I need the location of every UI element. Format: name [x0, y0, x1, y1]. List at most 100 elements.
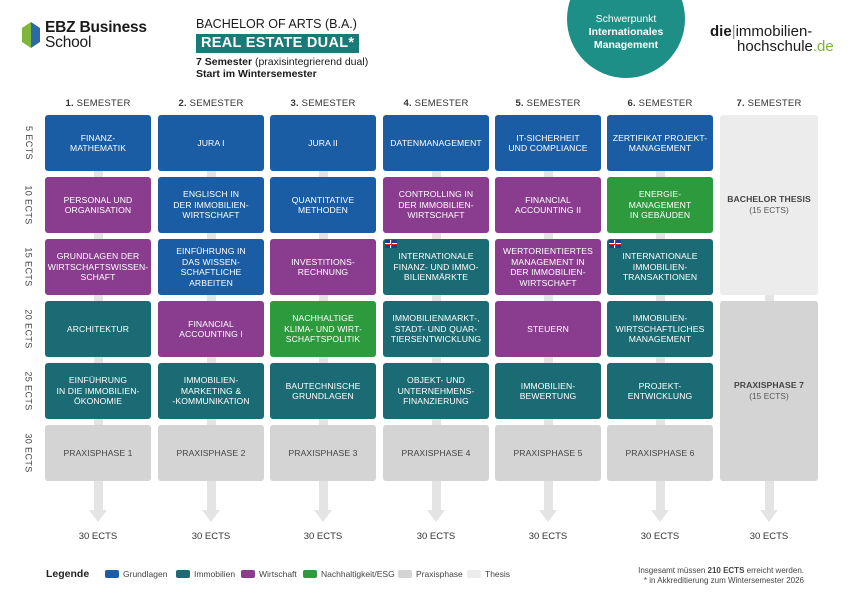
footnote: Insgesamt müssen 210 ECTS erreicht werde… — [638, 566, 804, 586]
legend-label: Wirtschaft — [259, 569, 297, 579]
module-ects: (15 ECTS) — [749, 206, 789, 215]
ects-row-label: 15 ECTS — [22, 235, 36, 299]
practice-phase-card[interactable]: PRAXISPHASE 4 — [383, 425, 489, 481]
module-card[interactable]: INTERNATIONALE FINANZ- UND IMMO- BILIENM… — [383, 239, 489, 295]
module-card[interactable]: DATENMANAGEMENT — [383, 115, 489, 171]
legend-item: Wirtschaft — [241, 569, 297, 579]
module-title: EINFÜHRUNG IN DAS WISSEN- SCHAFTLICHE AR… — [176, 246, 246, 288]
footnote-pre: Insgesamt müssen — [638, 566, 706, 575]
module-card[interactable]: OBJEKT- UND UNTERNEHMENS- FINANZIERUNG — [383, 363, 489, 419]
program-title-block: BACHELOR OF ARTS (B.A.) REAL ESTATE DUAL… — [196, 17, 396, 80]
legend-title: Legende — [46, 568, 90, 580]
module-title: PRAXISPHASE 4 — [401, 447, 471, 458]
semester-count: 7 Semester — [196, 56, 253, 68]
module-card[interactable]: IT-SICHERHEIT UND COMPLIANCE — [495, 115, 601, 171]
down-arrow-icon — [760, 510, 778, 522]
school-name-line1: EBZ Business — [45, 19, 147, 36]
module-card[interactable]: GRUNDLAGEN DER WIRTSCHAFTSWISSEN- SCHAFT — [45, 239, 151, 295]
module-title: PERSONAL UND ORGANISATION — [63, 194, 133, 216]
module-title: ENGLISCH IN DER IMMOBILIEN- WIRTSCHAFT — [173, 189, 249, 221]
practice-phase-card[interactable]: PRAXISPHASE 5 — [495, 425, 601, 481]
module-title: PRAXISPHASE 6 — [625, 447, 695, 458]
module-card[interactable]: BAUTECHNISCHE GRUNDLAGEN — [270, 363, 376, 419]
module-card[interactable]: STEUERN — [495, 301, 601, 357]
semester-total-ects: 30 ECTS — [640, 531, 680, 542]
module-card[interactable]: ZERTIFIKAT PROJEKT- MANAGEMENT — [607, 115, 713, 171]
module-card[interactable]: CONTROLLING IN DER IMMOBILIEN- WIRTSCHAF… — [383, 177, 489, 233]
legend-swatch — [398, 570, 412, 578]
module-card[interactable]: ENERGIE- MANAGEMENT IN GEBÄUDEN — [607, 177, 713, 233]
module-card[interactable]: ENGLISCH IN DER IMMOBILIEN- WIRTSCHAFT — [158, 177, 264, 233]
ects-row-label: 20 ECTS — [22, 297, 36, 361]
module-card[interactable]: QUANTITATIVE METHODEN — [270, 177, 376, 233]
module-title: FINANCIAL ACCOUNTING I — [179, 318, 243, 340]
module-card[interactable]: INVESTITIONS- RECHNUNG — [270, 239, 376, 295]
module-title: IMMOBILIEN- WIRTSCHAFTLICHES MANAGEMENT — [615, 313, 705, 345]
semester-number: 1. — [65, 98, 74, 109]
semester-info: 7 Semester (praxisintegrierend dual) Sta… — [196, 56, 396, 80]
module-card[interactable]: PERSONAL UND ORGANISATION — [45, 177, 151, 233]
practice-phase-card[interactable]: PRAXISPHASE 3 — [270, 425, 376, 481]
ects-row-label: 5 ECTS — [22, 111, 36, 175]
practice-phase-card[interactable]: PRAXISPHASE 2 — [158, 425, 264, 481]
thesis-card[interactable]: BACHELOR THESIS (15 ECTS) — [720, 115, 818, 295]
module-title: IMMOBILIEN- MARKETING & -KOMMUNIKATION — [172, 375, 250, 407]
partner-logo-separator: | — [731, 23, 736, 40]
semester-total-ects: 30 ECTS — [191, 531, 231, 542]
legend-item: Grundlagen — [105, 569, 167, 579]
module-title: FINANZ- MATHEMATIK — [69, 132, 127, 154]
module-card[interactable]: JURA II — [270, 115, 376, 171]
legend-swatch — [105, 570, 119, 578]
semester-number: 6. — [627, 98, 636, 109]
module-card[interactable]: EINFÜHRUNG IN DIE IMMOBILIEN- ÖKONOMIE — [45, 363, 151, 419]
focus-badge: Schwerpunkt Internationales Management — [567, 0, 685, 78]
legend-label: Grundlagen — [123, 569, 168, 579]
footnote-post: erreicht werden. — [746, 566, 804, 575]
module-card[interactable]: INTERNATIONALE IMMOBILIEN- TRANSAKTIONEN — [607, 239, 713, 295]
module-card[interactable]: IMMOBILIEN- BEWERTUNG — [495, 363, 601, 419]
legend-label: Immobilien — [194, 569, 236, 579]
legend-label: Thesis — [485, 569, 511, 579]
module-title: OBJEKT- UND UNTERNEHMENS- FINANZIERUNG — [397, 375, 475, 407]
module-title: INTERNATIONALE FINANZ- UND IMMO- BILIENM… — [393, 251, 479, 283]
start-info: Start im Wintersemester — [196, 68, 317, 80]
legend-swatch — [303, 570, 317, 578]
module-title: IT-SICHERHEIT UND COMPLIANCE — [508, 132, 588, 154]
semester-header: 5. SEMESTER — [492, 98, 604, 109]
module-title: JURA I — [197, 137, 225, 148]
practice-phase-card[interactable]: PRAXISPHASE 7 (15 ECTS) — [720, 301, 818, 481]
legend-swatch — [241, 570, 255, 578]
module-card[interactable]: JURA I — [158, 115, 264, 171]
semester-header: 6. SEMESTER — [604, 98, 716, 109]
focus-line3: Management — [593, 39, 659, 51]
module-card[interactable]: EINFÜHRUNG IN DAS WISSEN- SCHAFTLICHE AR… — [158, 239, 264, 295]
module-card[interactable]: ARCHITEKTUR — [45, 301, 151, 357]
module-card[interactable]: WERTORIENTIERTES MANAGEMENT IN DER IMMOB… — [495, 239, 601, 295]
module-card[interactable]: FINANZ- MATHEMATIK — [45, 115, 151, 171]
partner-logo-die: die — [710, 23, 732, 40]
immobilienhochschule-logo: die|immobilien- hochschule.de — [710, 24, 834, 54]
module-card[interactable]: FINANCIAL ACCOUNTING I — [158, 301, 264, 357]
practice-phase-card[interactable]: PRAXISPHASE 6 — [607, 425, 713, 481]
ects-row-label: 10 ECTS — [22, 173, 36, 237]
module-title: IMMOBILIENMARKT-, STADT- UND QUAR- TIERS… — [390, 313, 482, 345]
semester-header: 7. SEMESTER — [713, 98, 825, 109]
module-card[interactable]: FINANCIAL ACCOUNTING II — [495, 177, 601, 233]
module-card[interactable]: IMMOBILIENMARKT-, STADT- UND QUAR- TIERS… — [383, 301, 489, 357]
module-title: DATENMANAGEMENT — [390, 137, 482, 148]
module-title: QUANTITATIVE METHODEN — [291, 194, 355, 216]
module-title: PRAXISPHASE 3 — [288, 447, 358, 458]
legend-label: Nachhaltigkeit/ESG — [321, 569, 395, 579]
module-card[interactable]: NACHHALTIGE KLIMA- UND WIRT- SCHAFTSPOLI… — [270, 301, 376, 357]
module-card[interactable]: IMMOBILIEN- MARKETING & -KOMMUNIKATION — [158, 363, 264, 419]
down-arrow-icon — [202, 510, 220, 522]
semester-label: SEMESTER — [638, 98, 693, 109]
footnote-accreditation: * in Akkreditierung zum Wintersemester 2… — [643, 576, 804, 585]
semester-header: 2. SEMESTER — [155, 98, 267, 109]
module-card[interactable]: PROJEKT- ENTWICKLUNG — [607, 363, 713, 419]
module-title: GRUNDLAGEN DER WIRTSCHAFTSWISSEN- SCHAFT — [47, 251, 149, 283]
semester-header: 3. SEMESTER — [267, 98, 379, 109]
practice-phase-card[interactable]: PRAXISPHASE 1 — [45, 425, 151, 481]
semester-note: (praxisintegrierend dual) — [254, 56, 369, 68]
module-card[interactable]: IMMOBILIEN- WIRTSCHAFTLICHES MANAGEMENT — [607, 301, 713, 357]
